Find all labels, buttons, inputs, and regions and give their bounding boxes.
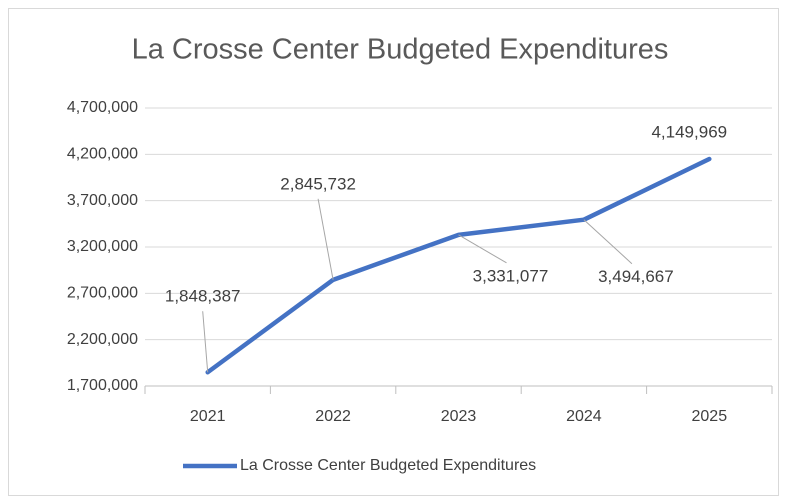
x-tick-label: 2024 [566, 408, 602, 425]
chart-title: La Crosse Center Budgeted Expenditures [132, 34, 669, 66]
y-tick-label: 4,700,000 [67, 99, 138, 116]
x-tick-label: 2022 [315, 408, 351, 425]
y-tick-label: 4,200,000 [67, 146, 138, 163]
data-label: 4,149,969 [651, 122, 727, 141]
leader-line [202, 311, 209, 373]
y-tick-label: 1,700,000 [67, 377, 138, 394]
y-tick-label: 2,200,000 [67, 331, 138, 348]
x-tick-label: 2025 [692, 408, 728, 425]
leader-line [583, 219, 633, 265]
legend-label: La Crosse Center Budgeted Expenditures [240, 457, 536, 474]
data-label: 3,331,077 [473, 266, 549, 285]
y-tick-label: 3,200,000 [67, 238, 138, 255]
y-tick-label: 3,700,000 [67, 192, 138, 209]
data-label: 3,494,667 [598, 267, 674, 286]
x-tick-label: 2021 [190, 408, 226, 425]
chart-frame [8, 8, 779, 496]
data-label: 1,848,387 [165, 287, 241, 306]
x-tick-label: 2023 [441, 408, 477, 425]
leader-line [317, 198, 334, 280]
y-tick-label: 2,700,000 [67, 285, 138, 302]
data-label: 2,845,732 [280, 174, 356, 193]
leader-line [458, 234, 507, 264]
